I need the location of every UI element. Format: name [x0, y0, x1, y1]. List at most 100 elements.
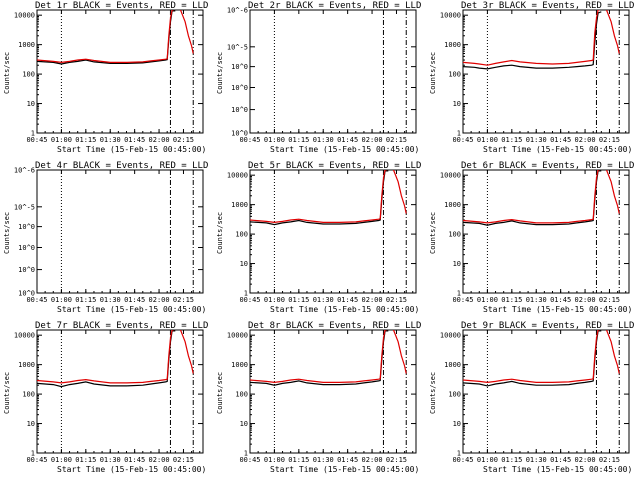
panel-title: Det 2r BLACK = Events, RED = LLD [248, 1, 422, 11]
detector-panel: Det 5r BLACK = Events, RED = LLD 00:45 01:… [213, 160, 426, 320]
x-tick-label: 01:45 [337, 456, 358, 464]
y-axis-label: Counts/sec [3, 51, 11, 94]
x-tick-label: 02:15 [599, 456, 620, 464]
lld-series-line [463, 330, 620, 384]
x-tick-label: 01:30 [313, 136, 334, 144]
x-tick-label: 01:30 [313, 456, 334, 464]
y-tick-label: 10^0 [18, 244, 35, 252]
y-tick-label: 1000 [231, 361, 248, 369]
y-tick-label: 1 [457, 450, 461, 458]
x-tick-label: 02:00 [149, 296, 170, 304]
x-tick-label: 02:15 [173, 296, 194, 304]
y-tick-label: 10^-5 [227, 43, 248, 51]
y-axis-label: Counts/sec [429, 211, 437, 254]
x-tick-label: 01:15 [288, 136, 309, 144]
y-tick-label: 10 [240, 420, 248, 428]
axes-frame [462, 169, 630, 294]
detector-panel: Det 3r BLACK = Events, RED = LLD 00:45 01:… [426, 0, 639, 160]
detector-panel: Det 4r BLACK = Events, RED = LLD 00:45 01:… [0, 160, 213, 320]
y-tick-label: 1 [457, 130, 461, 138]
y-tick-label: 10000 [227, 332, 248, 340]
plot-area: 00:45 01:00 01:15 01:30 01:45 02:00 02:15 1 10 10… [14, 329, 204, 464]
plot-area: 00:45 01:00 01:15 01:30 01:45 02:00 02:15 1 10 10… [14, 9, 204, 144]
x-tick-label: 00:45 [452, 456, 473, 464]
y-axis-label: Counts/sec [3, 211, 11, 254]
x-tick-label: 02:00 [362, 296, 383, 304]
x-tick-label: 00:45 [26, 136, 47, 144]
y-tick-label: 100 [22, 391, 35, 399]
x-tick-label: 01:30 [313, 296, 334, 304]
y-tick-label: 10^0 [18, 266, 35, 274]
x-tick-label: 01:15 [288, 456, 309, 464]
y-tick-label: 10000 [14, 12, 35, 20]
x-tick-label: 01:00 [51, 136, 72, 144]
x-tick-label: 01:45 [124, 456, 145, 464]
x-tick-label: 02:00 [149, 456, 170, 464]
detector-panel: Det 2r BLACK = Events, RED = LLD 00:45 01:… [213, 0, 426, 160]
events-series-line [250, 330, 389, 386]
x-tick-label: 02:00 [575, 456, 596, 464]
axes-frame [36, 9, 204, 134]
detector-panel: Det 8r BLACK = Events, RED = LLD 00:45 01:… [213, 320, 426, 480]
detector-panel: Det 6r BLACK = Events, RED = LLD 00:45 01:… [426, 160, 639, 320]
y-axis-label: Counts/sec [429, 371, 437, 414]
x-tick-label: 00:45 [239, 296, 260, 304]
axes-frame [462, 9, 630, 134]
x-tick-label: 01:00 [51, 456, 72, 464]
x-tick-label: 02:15 [173, 136, 194, 144]
plot-area: 00:45 01:00 01:15 01:30 01:45 02:00 02:15 10^0 1… [14, 167, 204, 304]
x-tick-label: 01:30 [526, 456, 547, 464]
y-tick-label: 10^0 [231, 106, 248, 114]
events-series-line [463, 170, 602, 226]
y-tick-label: 1 [244, 290, 248, 298]
x-tick-label: 01:15 [501, 456, 522, 464]
x-axis-label: Start Time (15-Feb-15 00:45:00) [270, 305, 420, 314]
x-tick-label: 02:15 [599, 296, 620, 304]
plot-area: 00:45 01:00 01:15 01:30 01:45 02:00 02:15 1 10 10… [440, 169, 630, 304]
panel-title: Det 9r BLACK = Events, RED = LLD [461, 321, 635, 331]
detector-panel: Det 7r BLACK = Events, RED = LLD 00:45 01:… [0, 320, 213, 480]
plot-area: 00:45 01:00 01:15 01:30 01:45 02:00 02:15 10^0 1… [227, 7, 417, 144]
lld-series-line [250, 170, 407, 224]
y-axis-label: Counts/sec [429, 51, 437, 94]
x-tick-label: 00:45 [452, 296, 473, 304]
panel-title: Det 5r BLACK = Events, RED = LLD [248, 161, 422, 171]
y-tick-label: 1 [31, 450, 35, 458]
x-axis-label: Start Time (15-Feb-15 00:45:00) [483, 465, 633, 474]
x-tick-label: 01:45 [124, 296, 145, 304]
y-tick-label: 100 [448, 391, 461, 399]
x-axis-label: Start Time (15-Feb-15 00:45:00) [57, 465, 207, 474]
x-tick-label: 02:15 [173, 456, 194, 464]
y-tick-label: 1 [457, 290, 461, 298]
lld-series-line [463, 170, 620, 224]
x-tick-label: 02:15 [386, 296, 407, 304]
y-tick-label: 10 [27, 100, 35, 108]
y-tick-label: 10 [240, 260, 248, 268]
detector-panel: Det 1r BLACK = Events, RED = LLD 00:45 01:… [0, 0, 213, 160]
y-axis-label: Counts/sec [216, 371, 224, 414]
x-axis-label: Start Time (15-Feb-15 00:45:00) [270, 465, 420, 474]
x-tick-label: 00:45 [239, 136, 260, 144]
panel-title: Det 8r BLACK = Events, RED = LLD [248, 321, 422, 331]
plot-area: 00:45 01:00 01:15 01:30 01:45 02:00 02:15 1 10 10… [227, 169, 417, 304]
x-tick-label: 01:45 [337, 296, 358, 304]
y-axis-label: Counts/sec [3, 371, 11, 414]
x-tick-label: 01:30 [526, 136, 547, 144]
axes-frame [36, 169, 204, 294]
x-tick-label: 01:30 [526, 296, 547, 304]
y-tick-label: 10^0 [231, 130, 248, 138]
x-axis-label: Start Time (15-Feb-15 00:45:00) [270, 145, 420, 154]
events-series-line [37, 330, 176, 388]
lld-series-line [250, 330, 407, 384]
lld-series-line [37, 330, 194, 384]
x-tick-label: 01:00 [264, 456, 285, 464]
x-tick-label: 01:15 [75, 296, 96, 304]
x-tick-label: 01:45 [550, 296, 571, 304]
y-tick-label: 10^0 [231, 63, 248, 71]
y-axis-label: Counts/sec [216, 51, 224, 94]
x-tick-label: 01:00 [51, 296, 72, 304]
y-tick-label: 10^0 [18, 290, 35, 298]
x-tick-label: 01:30 [100, 136, 121, 144]
y-tick-label: 1 [31, 130, 35, 138]
